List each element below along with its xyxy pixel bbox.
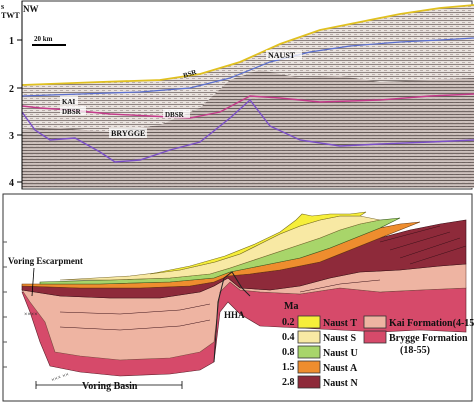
legend-swatch-naust-a [297, 360, 321, 374]
nw-label: NW [23, 4, 39, 14]
legend-swatch-brygge [363, 330, 387, 344]
kai-label: KAI [62, 98, 76, 106]
axis-unit-s: s [1, 2, 4, 11]
legend-label-brygge-age: (18-55) [400, 345, 430, 356]
brygge-horizon [22, 98, 474, 163]
legend-label-naust-t: Naust T [323, 318, 357, 329]
section-left-ticks [3, 241, 7, 368]
voring-escarpment-label: Voring Escarpment [8, 256, 83, 266]
seismic-profile: s TWT NW 1 2 3 4 20 km NAUST BSR KAI DBS… [0, 0, 474, 192]
tick-4: 4 [9, 178, 14, 189]
legend-label-brygge: Brygge Formation [389, 333, 468, 344]
escarpment-leader [31, 267, 35, 297]
legend-age-3: 1.5 [282, 362, 295, 373]
naust-t [149, 211, 367, 275]
seismic-image: s TWT NW 1 2 3 4 20 km NAUST BSR KAI DBS… [0, 0, 474, 192]
brygge-label: BRYGGE [111, 129, 145, 138]
legend-age-0: 0.2 [282, 317, 295, 328]
tick-3: 3 [9, 131, 14, 142]
axis-unit-label: TWT [1, 11, 20, 20]
voring-basin-bracket [35, 381, 183, 389]
legend-swatch-naust-s [297, 330, 321, 344]
tick-1: 1 [9, 36, 14, 47]
voring-basin-label: Voring Basin [82, 381, 138, 392]
dbsr-left-label: DBSR [62, 108, 82, 116]
interpreted-section: ×××× ××× ×× Voring Escarpment HHA Voring… [0, 192, 474, 403]
scale-bar-label: 20 km [34, 35, 53, 43]
legend-label-naust-a: Naust A [323, 363, 358, 374]
hha-label: HHA [224, 310, 245, 320]
legend-label-naust-s: Naust S [323, 333, 357, 344]
tick-2: 2 [9, 84, 14, 95]
legend-age-title: Ma [284, 301, 298, 312]
legend-label-naust-n: Naust N [323, 378, 359, 389]
seafloor-horizon [22, 4, 474, 86]
hha-structure [213, 271, 251, 363]
legend-swatch-kai [363, 315, 387, 329]
scale-bar: 20 km [32, 35, 66, 46]
escarpment-marks: ×××× [24, 312, 38, 318]
bsr-horizon [22, 37, 474, 97]
legend-swatch-naust-t [297, 315, 321, 329]
naust-label: NAUST [268, 51, 296, 60]
strata-lines [59, 225, 467, 331]
legend-age-2: 0.8 [282, 347, 295, 358]
legend-age-4: 2.8 [282, 377, 295, 388]
legend-label-kai: Kai Formation(4-15) [389, 318, 474, 329]
basin-marks: ××× ×× [51, 372, 70, 384]
dbsr-right-label: DBSR [165, 111, 185, 119]
legend-age-1: 0.4 [282, 332, 295, 343]
legend: Ma 0.2 Naust T 0.4 Naust S 0.8 Naust U 1… [282, 301, 474, 389]
y-axis-ticks: 1 2 3 4 [9, 36, 22, 189]
legend-label-naust-u: Naust U [323, 348, 358, 359]
legend-swatch-naust-u [297, 345, 321, 359]
section-drawing: ×××× ××× ×× Voring Escarpment HHA Voring… [0, 192, 474, 403]
legend-swatch-naust-n [297, 375, 321, 389]
